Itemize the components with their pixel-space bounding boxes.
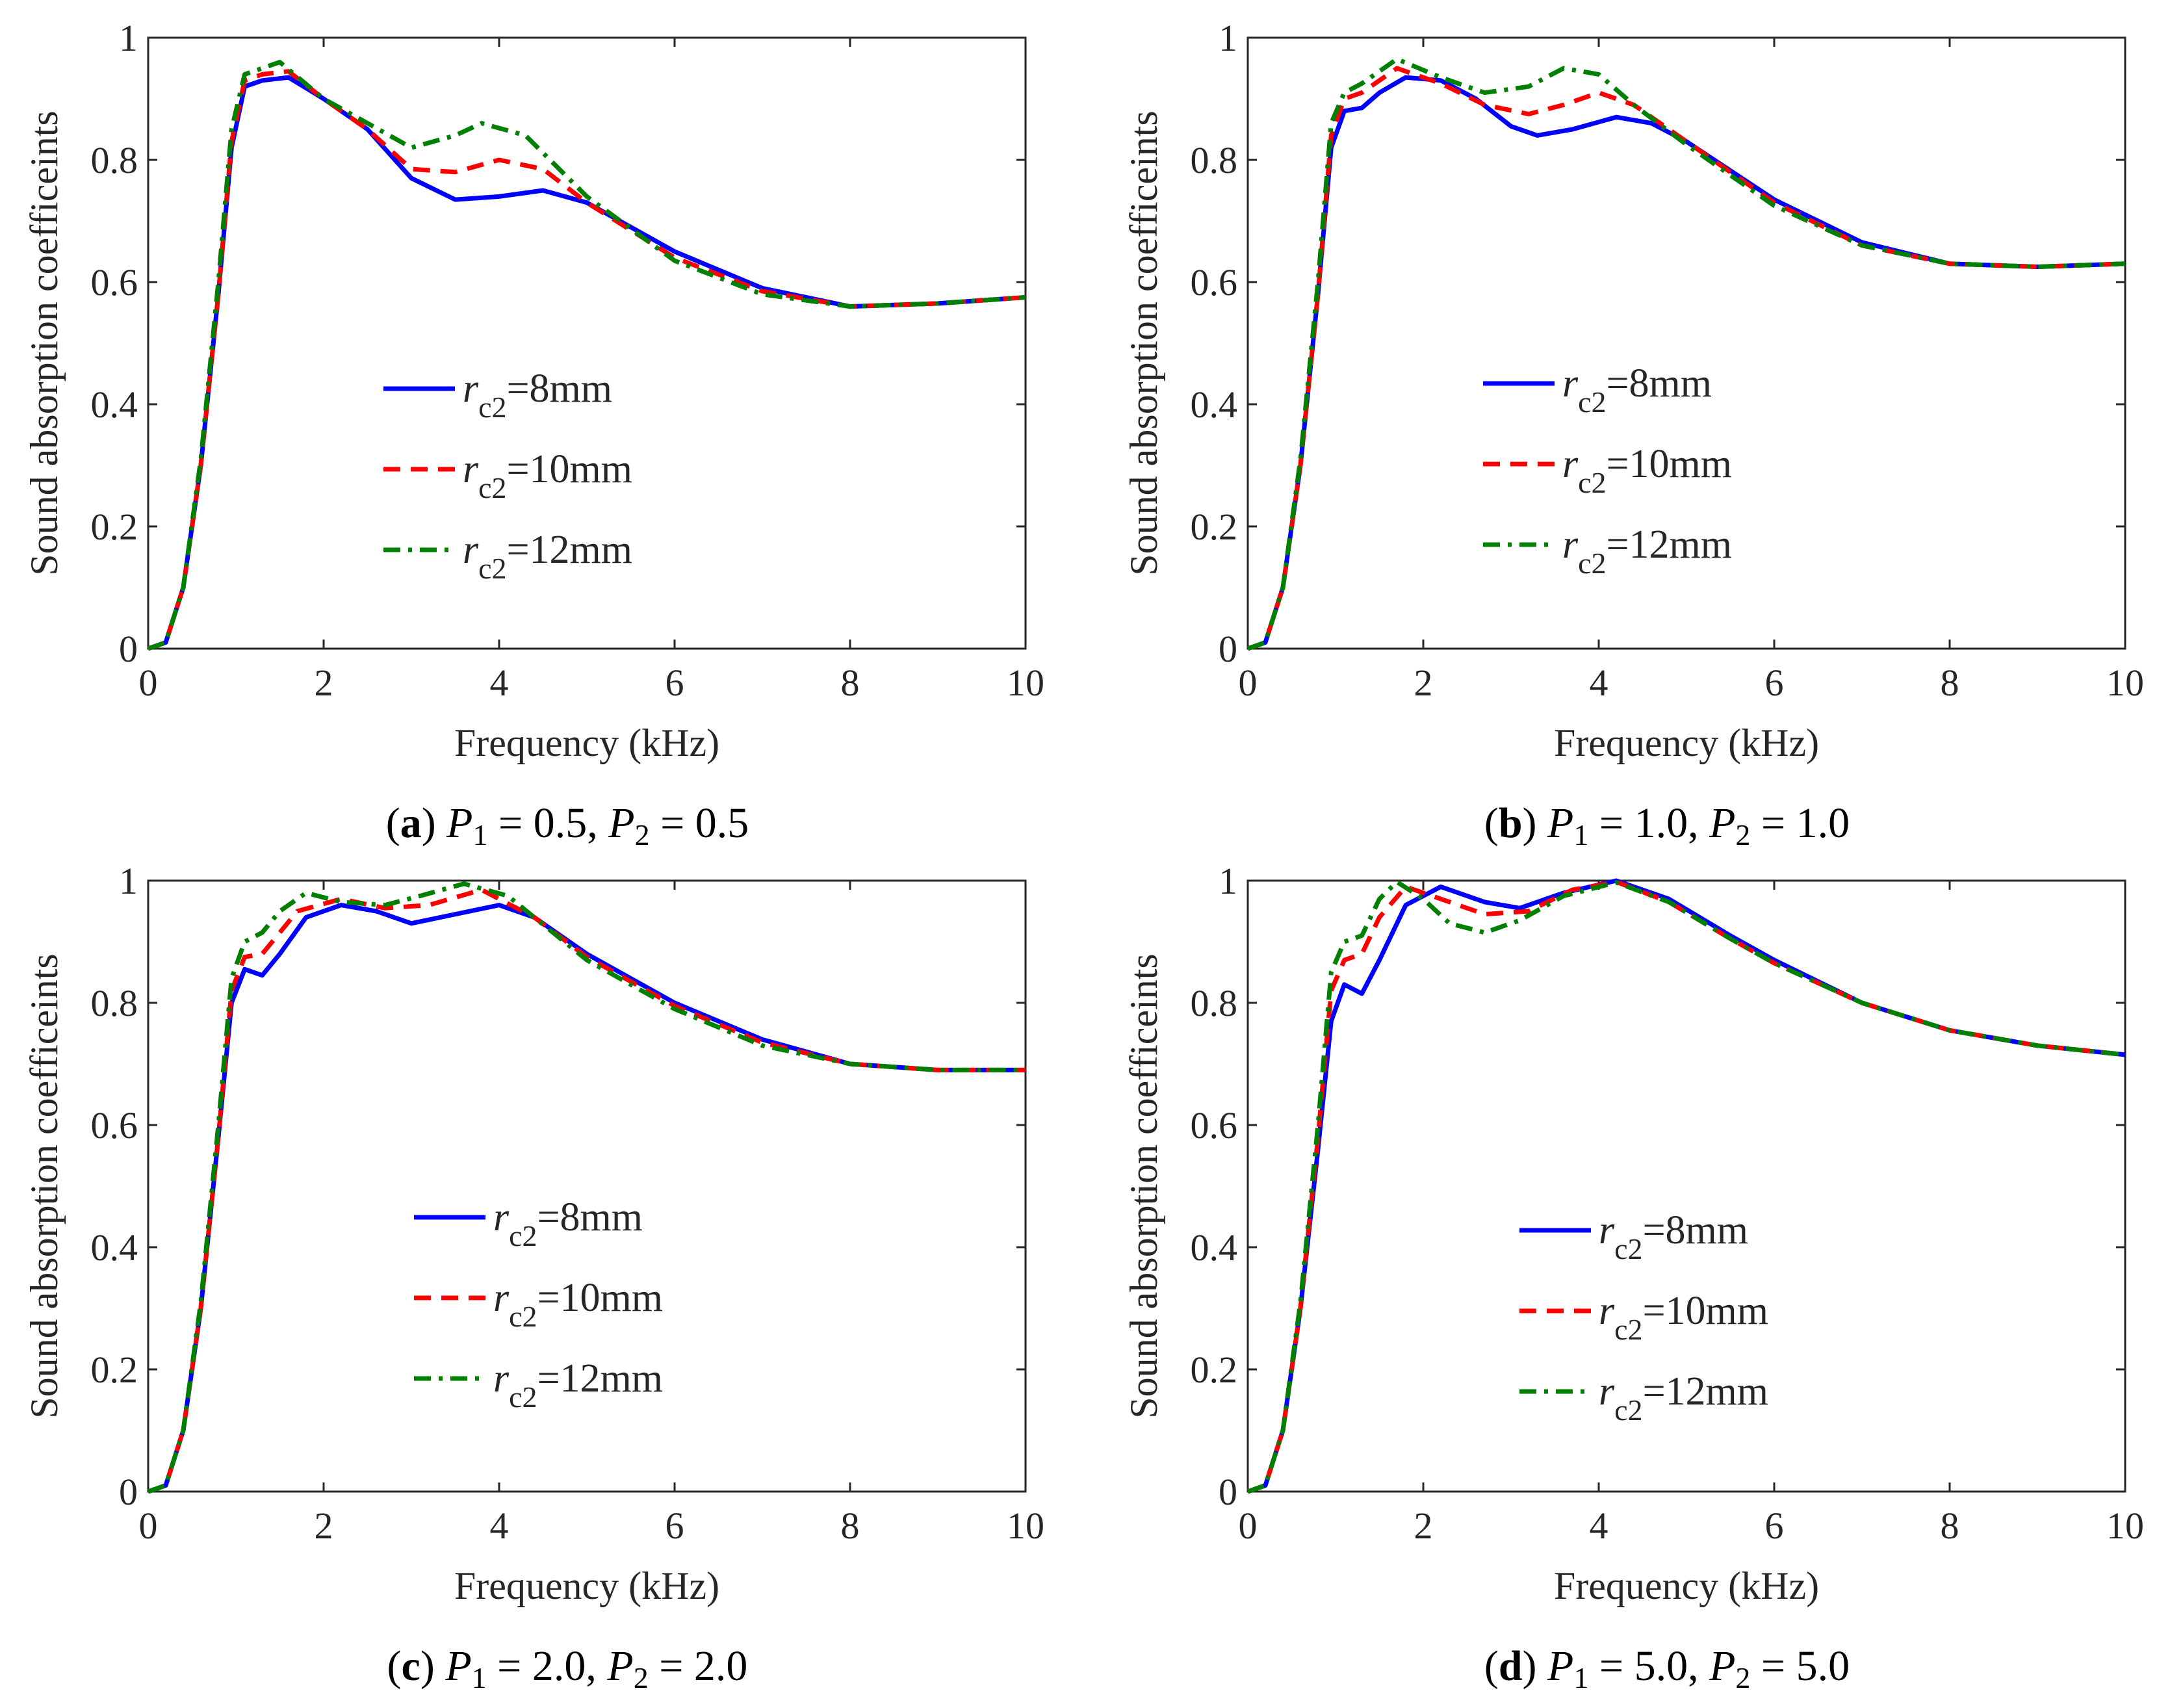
x-axis-label: Frequency (kHz) [454,1564,719,1607]
legend-label-0: rc2=8mm [493,1195,643,1252]
y-tick-label: 0.6 [91,261,138,304]
series-line-1 [1246,879,2126,1494]
plot-frame [147,36,1027,650]
y-tick-label: 0.4 [1191,383,1238,426]
y-tick-label: 0.2 [1191,1349,1238,1391]
series-line-2 [1246,57,2126,651]
series-line-2 [147,60,1026,651]
x-tick-label: 4 [1590,662,1608,704]
legend-label-0: rc2=8mm [463,367,612,424]
y-tick-label: 0.8 [1191,982,1238,1024]
y-tick-label: 0.6 [1191,1104,1238,1146]
y-tick-label: 1 [1219,860,1237,902]
y-tick-label: 0.2 [91,506,138,548]
x-tick-label: 2 [1414,662,1433,704]
legend-label-0: rc2=8mm [1562,361,1712,419]
y-tick-label: 1 [119,17,138,59]
x-tick-label: 4 [490,1505,509,1547]
x-tick-label: 4 [1590,1505,1608,1547]
x-tick-label: 8 [1941,662,1959,704]
x-tick-label: 6 [665,1505,684,1547]
panel-caption: (b) P1 = 1.0, P2 = 1.0 [1484,799,1850,851]
x-tick-label: 10 [2106,1505,2144,1547]
x-tick-label: 0 [1239,1505,1258,1547]
panel-caption: (d) P1 = 5.0, P2 = 5.0 [1484,1642,1850,1694]
chart-panel-a: 0 2 4 6 8 10 0 0.2 0.4 0.6 0.8 1 Frequency (kHz) Soun… [23,17,1044,851]
chart-panel-b: 0 2 4 6 8 10 0 0.2 0.4 0.6 0.8 1 Frequency (kHz) Soun… [1122,17,2144,851]
series-line-2 [147,881,1026,1494]
x-tick-label: 4 [490,662,509,704]
legend-label-0: rc2=8mm [1599,1208,1748,1265]
y-tick-label: 0.4 [91,1226,138,1269]
panel-caption: (a) P1 = 0.5, P2 = 0.5 [386,799,749,851]
y-tick-label: 0.8 [1191,139,1238,181]
legend-label-1: rc2=10mm [493,1276,663,1333]
y-tick-label: 0.8 [91,139,138,181]
x-tick-label: 2 [1414,1505,1433,1547]
series-line-1 [147,887,1026,1494]
y-tick-label: 1 [119,860,138,902]
x-axis-label: Frequency (kHz) [454,721,719,764]
chart-panel-c: 0 2 4 6 8 10 0 0.2 0.4 0.6 0.8 1 Frequency (kHz) Soun… [23,860,1044,1694]
legend-label-2: rc2=12mm [463,528,632,585]
y-tick-label: 0.2 [91,1349,138,1391]
y-tick-label: 0 [119,1471,138,1513]
plot-frame [147,879,1027,1493]
chart-panel-d: 0 2 4 6 8 10 0 0.2 0.4 0.6 0.8 1 Frequency (kHz) Soun… [1122,860,2144,1694]
legend-label-2: rc2=12mm [1599,1369,1768,1427]
y-axis-label: Sound absorption coefficeints [1122,110,1165,575]
y-axis-label: Sound absorption coefficeints [23,953,66,1418]
x-tick-label: 8 [1941,1505,1959,1547]
y-tick-label: 0.4 [91,383,138,426]
y-tick-label: 0.4 [1191,1226,1238,1269]
y-tick-label: 0.8 [91,982,138,1024]
y-tick-label: 0.2 [1191,506,1238,548]
x-tick-label: 2 [315,662,333,704]
x-tick-label: 8 [841,662,860,704]
x-axis-label: Frequency (kHz) [1554,1564,1819,1607]
legend-label-1: rc2=10mm [1562,442,1732,499]
legend-label-2: rc2=12mm [1562,523,1732,580]
plot-frame [1246,879,2126,1493]
x-tick-label: 0 [139,1505,158,1547]
legend-label-2: rc2=12mm [493,1356,663,1414]
x-tick-label: 0 [139,662,158,704]
x-tick-label: 10 [2106,662,2144,704]
y-tick-label: 0 [119,628,138,670]
y-tick-label: 0.6 [91,1104,138,1146]
x-tick-label: 10 [1007,1505,1044,1547]
x-tick-label: 0 [1239,662,1258,704]
y-tick-label: 0 [1219,628,1237,670]
x-tick-label: 6 [1765,662,1784,704]
x-tick-label: 10 [1007,662,1044,704]
x-axis-label: Frequency (kHz) [1554,721,1819,764]
legend-label-1: rc2=10mm [463,447,632,504]
x-tick-label: 8 [841,1505,860,1547]
plot-frame [1246,36,2126,650]
x-tick-label: 2 [315,1505,333,1547]
y-axis-label: Sound absorption coefficeints [23,110,66,575]
x-tick-label: 6 [665,662,684,704]
y-tick-label: 1 [1219,17,1237,59]
x-tick-label: 6 [1765,1505,1784,1547]
y-axis-label: Sound absorption coefficeints [1122,953,1165,1418]
legend-label-1: rc2=10mm [1599,1289,1768,1346]
y-tick-label: 0.6 [1191,261,1238,304]
panel-caption: (c) P1 = 2.0, P2 = 2.0 [387,1642,748,1694]
y-tick-label: 0 [1219,1471,1237,1513]
